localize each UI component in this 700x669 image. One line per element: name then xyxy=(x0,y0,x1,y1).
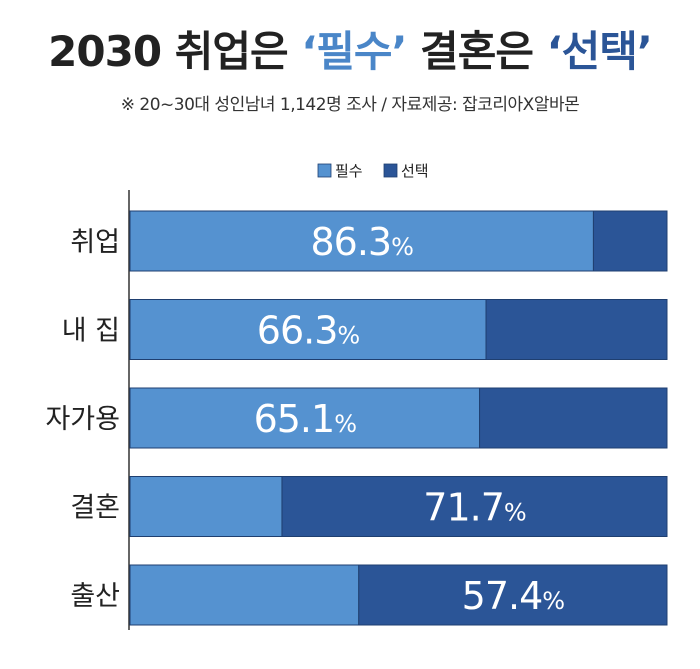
data-label-4: 71.7% xyxy=(423,486,526,530)
bar-choice-1 xyxy=(592,210,668,272)
category-label-2: 내 집 xyxy=(62,316,120,347)
data-label-3: 65.1% xyxy=(254,397,357,441)
data-label-unit-1: % xyxy=(391,233,413,261)
data-label-value-3: 65.1 xyxy=(254,397,335,441)
data-label-value-2: 66.3 xyxy=(257,309,338,353)
data-label-unit-5: % xyxy=(542,587,564,615)
chart-subtitle: ※ 20~30대 성인남녀 1,142명 조사 / 자료제공: 잡코리아X알바몬 xyxy=(120,95,580,115)
legend-label-2: 선택 xyxy=(401,162,429,180)
bar-essential-2 xyxy=(129,299,487,360)
title-highlight-essential: ‘필수’ xyxy=(301,27,407,76)
legend: 필수 선택 xyxy=(317,162,429,180)
title-prefix: 2030 취업은 xyxy=(48,27,302,76)
data-label-unit-4: % xyxy=(504,499,526,527)
data-label-value-1: 86.3 xyxy=(311,220,392,264)
data-label-value-4: 71.7 xyxy=(423,486,504,530)
legend-label-1: 필수 xyxy=(335,162,363,180)
data-label-2: 66.3% xyxy=(257,309,360,353)
data-label-1: 86.3% xyxy=(311,220,414,264)
legend-swatch-2 xyxy=(383,163,398,178)
bar-choice-3 xyxy=(479,387,668,449)
category-label-4: 결혼 xyxy=(70,493,120,524)
bar-essential-3 xyxy=(129,387,481,449)
bar-essential-5 xyxy=(129,564,360,626)
category-label-5: 출산 xyxy=(70,581,120,612)
bar-essential-4 xyxy=(129,476,283,537)
bar-choice-4 xyxy=(281,476,668,537)
bar-essential-1 xyxy=(129,210,594,272)
category-label-3: 자가용 xyxy=(45,404,120,435)
bar-choice-5 xyxy=(358,564,668,626)
data-label-unit-3: % xyxy=(334,410,356,438)
chart-title: 2030 취업은 ‘필수’ 결혼은 ‘선택’ xyxy=(0,18,700,79)
title-middle: 결혼은 xyxy=(406,27,547,76)
data-label-value-5: 57.4 xyxy=(462,574,543,618)
data-label-unit-2: % xyxy=(337,322,359,350)
legend-swatch-1 xyxy=(317,163,332,178)
title-highlight-choice: ‘선택’ xyxy=(546,27,653,76)
bar-choice-2 xyxy=(485,299,668,360)
data-label-5: 57.4% xyxy=(462,574,565,618)
category-label-1: 취업 xyxy=(70,227,120,258)
